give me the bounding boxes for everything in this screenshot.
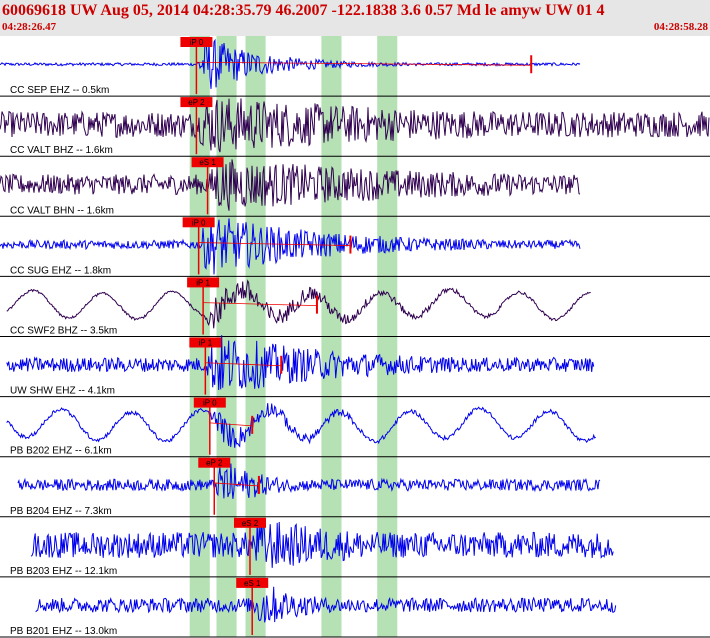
trace-panel-7: eP 2 PB B204 EHZ -- 7.3km: [0, 457, 710, 518]
pick-label: eP 2: [206, 459, 223, 468]
pick-flag: [180, 37, 213, 47]
pick-label: eS 2: [242, 519, 259, 528]
trace-panel-2: eS 1 CC VALT BHN -- 1.6km: [0, 157, 710, 217]
pick-label: iP 1: [196, 278, 210, 287]
trace-panel-5: iP 1 UW SHW EHZ -- 4.1km: [0, 335, 710, 398]
station-label: PB B201 EHZ -- 13.0km: [10, 626, 117, 637]
station-label: CC SEP EHZ -- 0.5km: [10, 85, 109, 96]
station-label: UW SHW EHZ -- 4.1km: [10, 386, 115, 397]
waveform: [6, 403, 597, 448]
end-timestamp: 04:28:58.28: [653, 21, 708, 33]
pick-flag: [189, 337, 222, 348]
pick-label: iP 0: [203, 399, 217, 408]
station-label: PB B204 EHZ -- 7.3km: [10, 506, 112, 517]
waveform: [0, 217, 581, 275]
waveform: [17, 463, 601, 499]
waveform: [0, 159, 581, 211]
trace-panel-3: iP 0 CC SUG EHZ -- 1.8km: [0, 217, 710, 277]
trace-panel-9: eS 1 PB B201 EHZ -- 13.0km: [0, 577, 710, 638]
pick-flag: [193, 397, 226, 408]
station-label: CC SWF2 BHZ -- 3.5km: [10, 326, 117, 337]
station-label: PB B203 EHZ -- 12.1km: [10, 566, 117, 577]
pick-label: eP 2: [188, 98, 205, 107]
pick-flag: [233, 517, 266, 528]
pick-label: eS 1: [199, 158, 216, 167]
trace-panel-4: iP 1 CC SWF2 BHZ -- 3.5km: [0, 277, 710, 337]
coda-line: [205, 362, 282, 367]
event-header: 60069618 UW Aug 05, 2014 04:28:35.79 46.…: [0, 0, 710, 36]
pick-flag: [198, 457, 231, 468]
waveform: [0, 98, 710, 153]
trace-panel-1: eP 2 CC VALT BHZ -- 1.6km: [0, 97, 710, 157]
station-label: CC VALT BHZ -- 1.6km: [10, 145, 113, 156]
pick-flag: [180, 97, 213, 108]
event-title: 60069618 UW Aug 05, 2014 04:28:35.79 46.…: [2, 2, 605, 19]
waveform: [35, 586, 617, 623]
waveform: [6, 335, 595, 391]
pick-flag: [182, 217, 215, 228]
station-label: CC SUG EHZ -- 1.8km: [10, 265, 111, 276]
waveform-plot[interactable]: iP 0 CC SEP EHZ -- 0.5km eP 2 CC VALT BHZ -…: [0, 36, 710, 638]
start-timestamp: 04:28:26.47: [2, 21, 57, 33]
station-label: CC VALT BHN -- 1.6km: [10, 205, 114, 216]
trace-panel-0: iP 0 CC SEP EHZ -- 0.5km: [0, 37, 710, 97]
pick-flag: [187, 277, 220, 288]
waveform: [30, 519, 614, 568]
pick-label: iP 1: [199, 339, 213, 348]
pick-label: iP 0: [192, 218, 206, 227]
coda-line: [214, 482, 259, 487]
trace-panel-6: iP 0 PB B202 EHZ -- 6.1km: [0, 397, 710, 458]
coda-line: [209, 422, 253, 427]
station-label: PB B202 EHZ -- 6.1km: [10, 446, 112, 457]
waveform: [6, 279, 591, 329]
trace-panel-8: eS 2 PB B203 EHZ -- 12.1km: [0, 517, 710, 578]
coda-line: [203, 302, 317, 307]
coda-line: [196, 61, 532, 66]
pick-label: iP 0: [190, 38, 204, 47]
pick-flag: [236, 577, 269, 588]
coda-line: [198, 242, 351, 246]
pick-label: eS 1: [244, 579, 261, 588]
pick-flag: [191, 157, 224, 168]
waveform: [0, 38, 581, 89]
